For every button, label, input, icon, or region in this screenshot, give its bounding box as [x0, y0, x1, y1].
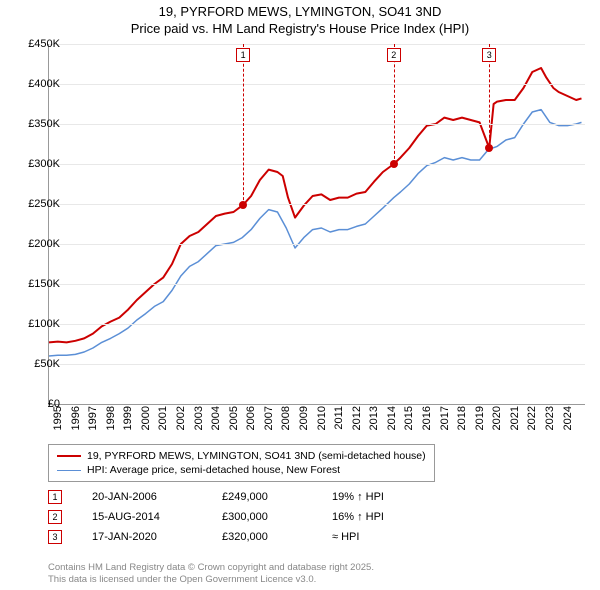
gridline: [49, 284, 585, 285]
legend-label: 19, PYRFORD MEWS, LYMINGTON, SO41 3ND (s…: [87, 450, 426, 462]
sale-date: 17-JAN-2020: [92, 531, 192, 543]
marker-dot-2: [390, 160, 398, 168]
sale-price: £249,000: [222, 491, 302, 503]
sale-hpi: 16% ↑ HPI: [332, 511, 412, 523]
sale-marker-3: 3: [48, 530, 62, 544]
legend: 19, PYRFORD MEWS, LYMINGTON, SO41 3ND (s…: [48, 444, 435, 482]
gridline: [49, 124, 585, 125]
x-tick-label: 2019: [474, 406, 486, 430]
legend-row: 19, PYRFORD MEWS, LYMINGTON, SO41 3ND (s…: [57, 449, 426, 463]
y-tick-label: £50K: [5, 358, 60, 370]
chart-title-line2: Price paid vs. HM Land Registry's House …: [0, 21, 600, 36]
x-tick-label: 1995: [52, 406, 64, 430]
x-tick-label: 2002: [175, 406, 187, 430]
marker-dot-3: [485, 144, 493, 152]
sale-row: 1 20-JAN-2006 £249,000 19% ↑ HPI: [48, 490, 412, 504]
chart-svg: [49, 44, 585, 404]
x-tick-label: 2009: [298, 406, 310, 430]
gridline: [49, 84, 585, 85]
marker-box-1: 1: [236, 48, 250, 62]
x-tick-label: 2011: [333, 406, 345, 430]
gridline: [49, 244, 585, 245]
y-tick-label: £400K: [5, 78, 60, 90]
sale-hpi: ≈ HPI: [332, 531, 412, 543]
x-tick-label: 2014: [386, 406, 398, 430]
legend-swatch: [57, 455, 81, 457]
x-tick-label: 2021: [509, 406, 521, 430]
sale-price: £300,000: [222, 511, 302, 523]
x-tick-label: 2024: [562, 406, 574, 430]
x-tick-label: 2023: [544, 406, 556, 430]
marker-line-1: [243, 44, 244, 205]
x-tick-label: 2000: [140, 406, 152, 430]
sale-price: £320,000: [222, 531, 302, 543]
gridline: [49, 364, 585, 365]
sales-table: 1 20-JAN-2006 £249,000 19% ↑ HPI 2 15-AUG-201…: [48, 490, 412, 550]
x-tick-label: 1998: [105, 406, 117, 430]
marker-line-2: [394, 44, 395, 164]
gridline: [49, 44, 585, 45]
gridline: [49, 204, 585, 205]
sale-row: 3 17-JAN-2020 £320,000 ≈ HPI: [48, 530, 412, 544]
x-tick-label: 1999: [122, 406, 134, 430]
x-tick-label: 2020: [491, 406, 503, 430]
y-tick-label: £100K: [5, 318, 60, 330]
legend-swatch: [57, 470, 81, 471]
sale-marker-2: 2: [48, 510, 62, 524]
sale-row: 2 15-AUG-2014 £300,000 16% ↑ HPI: [48, 510, 412, 524]
chart-title-line1: 19, PYRFORD MEWS, LYMINGTON, SO41 3ND: [0, 0, 600, 21]
x-tick-label: 1997: [87, 406, 99, 430]
x-tick-label: 2008: [280, 406, 292, 430]
sale-marker-1: 1: [48, 490, 62, 504]
x-tick-label: 2016: [421, 406, 433, 430]
sale-date: 20-JAN-2006: [92, 491, 192, 503]
series-hpi: [49, 110, 581, 356]
x-tick-label: 2013: [368, 406, 380, 430]
x-tick-label: 1996: [70, 406, 82, 430]
series-property: [49, 68, 581, 342]
x-tick-label: 2010: [316, 406, 328, 430]
footer-line2: This data is licensed under the Open Gov…: [48, 574, 374, 586]
x-tick-label: 2022: [526, 406, 538, 430]
x-tick-label: 2012: [351, 406, 363, 430]
y-tick-label: £200K: [5, 238, 60, 250]
y-tick-label: £150K: [5, 278, 60, 290]
y-tick-label: £250K: [5, 198, 60, 210]
footer-line1: Contains HM Land Registry data © Crown c…: [48, 562, 374, 574]
x-tick-label: 2015: [403, 406, 415, 430]
legend-label: HPI: Average price, semi-detached house,…: [87, 464, 340, 476]
x-tick-label: 2004: [210, 406, 222, 430]
x-tick-label: 2003: [193, 406, 205, 430]
y-tick-label: £450K: [5, 38, 60, 50]
footer-attribution: Contains HM Land Registry data © Crown c…: [48, 562, 374, 586]
sale-date: 15-AUG-2014: [92, 511, 192, 523]
gridline: [49, 164, 585, 165]
x-tick-label: 2007: [263, 406, 275, 430]
sale-hpi: 19% ↑ HPI: [332, 491, 412, 503]
x-tick-label: 2018: [456, 406, 468, 430]
x-tick-label: 2017: [439, 406, 451, 430]
x-tick-label: 2006: [245, 406, 257, 430]
x-tick-label: 2005: [228, 406, 240, 430]
chart-container: 19, PYRFORD MEWS, LYMINGTON, SO41 3ND Pr…: [0, 0, 600, 590]
marker-box-3: 3: [482, 48, 496, 62]
marker-dot-1: [239, 201, 247, 209]
x-tick-label: 2001: [157, 406, 169, 430]
y-tick-label: £300K: [5, 158, 60, 170]
y-tick-label: £350K: [5, 118, 60, 130]
plot-area: 1 2 3: [48, 44, 585, 405]
legend-row: HPI: Average price, semi-detached house,…: [57, 463, 426, 477]
marker-box-2: 2: [387, 48, 401, 62]
gridline: [49, 324, 585, 325]
